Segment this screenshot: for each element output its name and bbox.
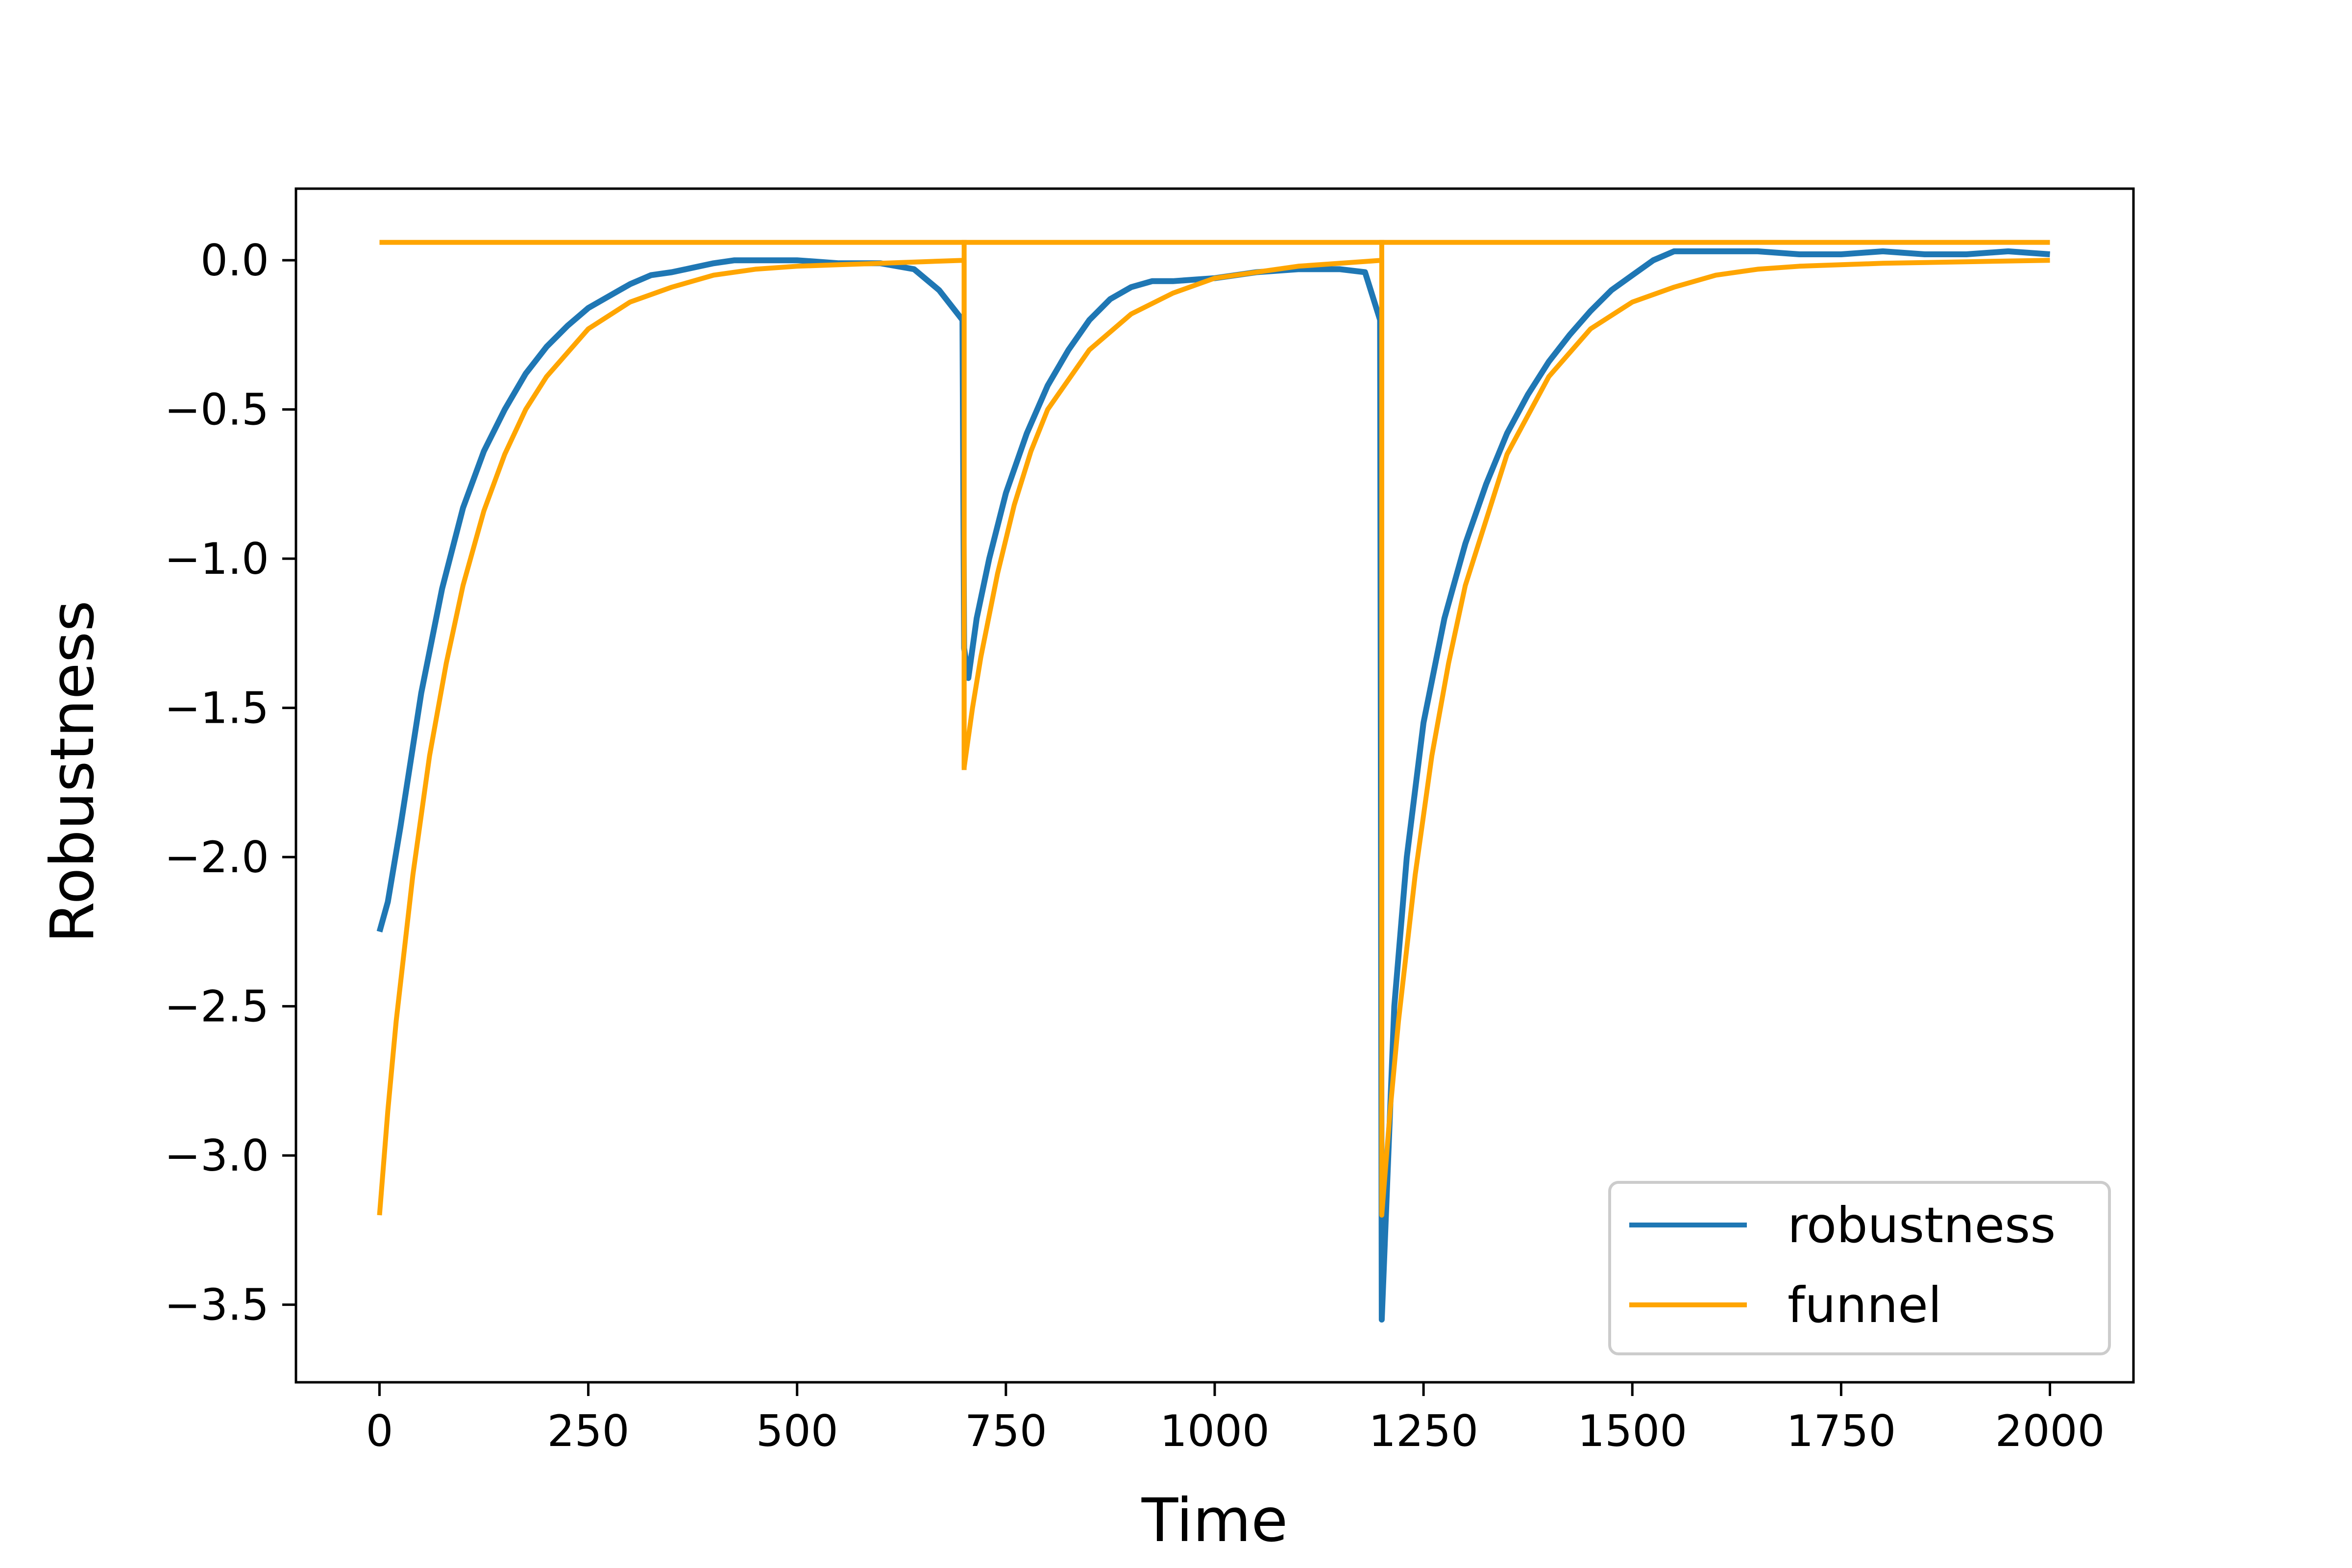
x-tick-label: 750 — [965, 1406, 1047, 1456]
x-tick-label: 2000 — [1995, 1406, 2105, 1456]
x-tick-label: 250 — [547, 1406, 630, 1456]
funnel-line — [377, 258, 2050, 1218]
robustness-line — [376, 248, 2050, 1323]
x-tick-label: 1000 — [1160, 1406, 1270, 1456]
y-tick-label: −0.5 — [164, 385, 269, 435]
x-axis-label: Time — [1141, 1486, 1288, 1555]
x-tick-label: 1750 — [1786, 1406, 1896, 1456]
axes: 0 250 500 750 1000 1250 1500 1750 2000 0.0 −0.5 −1.… — [164, 187, 2135, 1456]
x-tick-label: 500 — [756, 1406, 838, 1456]
y-axis-label: Robustness — [38, 600, 107, 943]
y-tick-label: −1.5 — [164, 683, 269, 734]
legend-funnel-label: funnel — [1788, 1276, 1942, 1334]
y-tick-label: −3.0 — [164, 1130, 269, 1181]
legend: robustness funnel — [1608, 1181, 2111, 1355]
y-tick-label: −2.5 — [164, 981, 269, 1032]
x-tick-label: 1250 — [1369, 1406, 1478, 1456]
x-tick-label: 1500 — [1577, 1406, 1687, 1456]
y-tick-label: −2.0 — [164, 832, 269, 882]
x-tick-label: 0 — [366, 1406, 393, 1456]
y-tick-label: −3.5 — [164, 1280, 269, 1330]
series-group — [376, 240, 2050, 1323]
y-tick-label: −1.0 — [164, 534, 269, 584]
legend-robustness-label: robustness — [1788, 1197, 2056, 1254]
y-tick-label: 0.0 — [200, 235, 269, 286]
plot-area — [376, 240, 2050, 1323]
